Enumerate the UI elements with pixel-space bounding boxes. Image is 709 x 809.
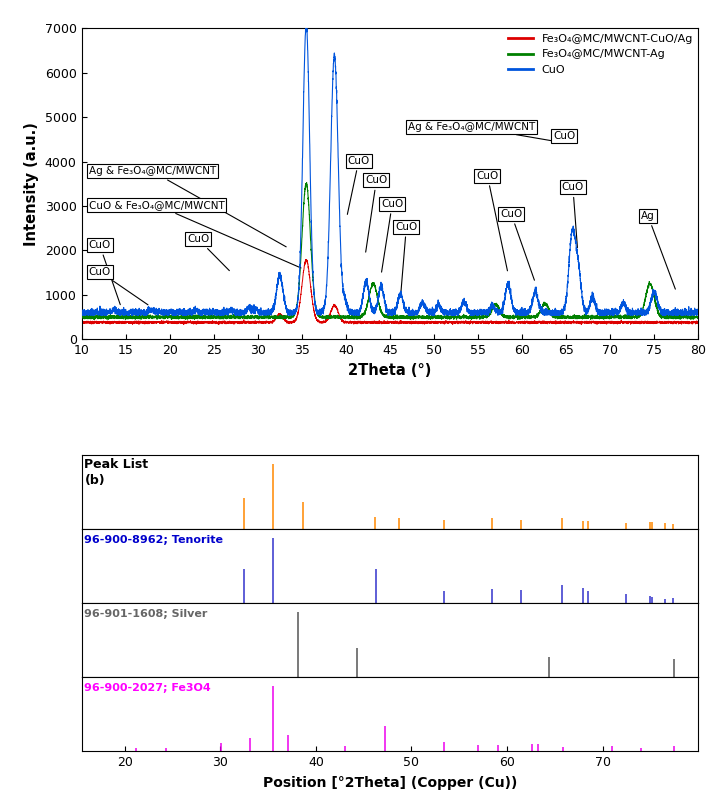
Text: CuO: CuO: [500, 209, 535, 280]
Text: CuO: CuO: [476, 171, 508, 271]
Text: CuO: CuO: [553, 131, 575, 141]
Text: 96-900-8962; Tenorite: 96-900-8962; Tenorite: [84, 535, 223, 545]
Text: CuO: CuO: [365, 176, 388, 252]
Text: CuO: CuO: [89, 240, 121, 305]
Text: 96-901-1608; Silver: 96-901-1608; Silver: [84, 609, 208, 619]
Text: CuO: CuO: [89, 267, 148, 305]
Text: Ag: Ag: [641, 211, 676, 289]
Legend: Fe₃O₄@MC/MWCNT-CuO/Ag, Fe₃O₄@MC/MWCNT-Ag, CuO: Fe₃O₄@MC/MWCNT-CuO/Ag, Fe₃O₄@MC/MWCNT-Ag…: [508, 34, 693, 75]
Text: CuO: CuO: [347, 155, 370, 214]
Text: (b): (b): [84, 474, 105, 487]
Text: 96-900-2027; Fe3O4: 96-900-2027; Fe3O4: [84, 683, 211, 693]
X-axis label: Position [°2Theta] (Copper (Cu)): Position [°2Theta] (Copper (Cu)): [263, 776, 517, 790]
Text: Ag & Fe₃O₄@MC/MWCNT: Ag & Fe₃O₄@MC/MWCNT: [408, 122, 562, 142]
Text: Peak List: Peak List: [84, 458, 148, 471]
Y-axis label: Intensity (a.u.): Intensity (a.u.): [24, 122, 39, 246]
Text: CuO: CuO: [395, 222, 418, 294]
Text: CuO: CuO: [187, 235, 230, 271]
X-axis label: 2Theta (°): 2Theta (°): [348, 362, 432, 378]
Text: CuO: CuO: [562, 182, 584, 248]
Text: CuO: CuO: [381, 199, 403, 272]
Text: CuO & Fe₃O₄@MC/MWCNT: CuO & Fe₃O₄@MC/MWCNT: [89, 200, 301, 268]
Text: Ag & Fe₃O₄@MC/MWCNT: Ag & Fe₃O₄@MC/MWCNT: [89, 167, 286, 247]
